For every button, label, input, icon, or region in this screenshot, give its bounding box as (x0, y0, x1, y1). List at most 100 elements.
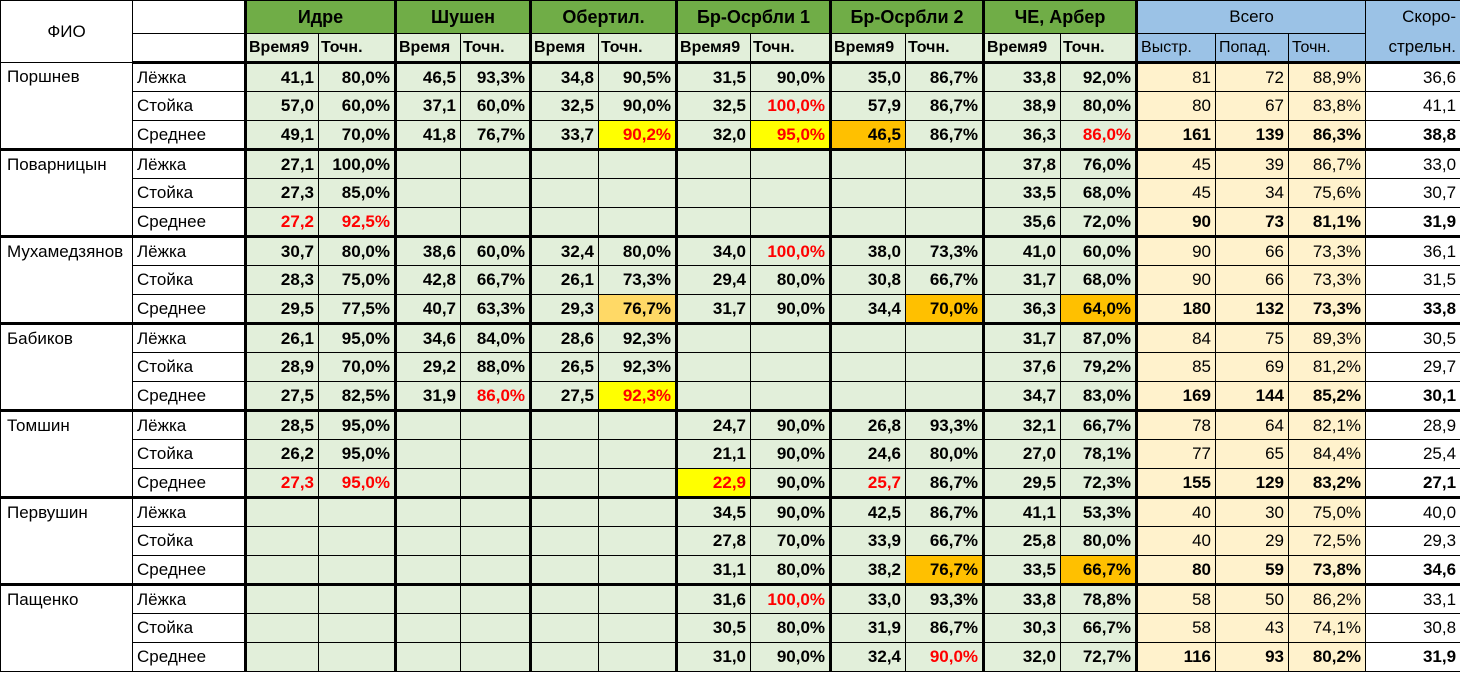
cell-time[interactable]: 36,3 (982, 294, 1062, 324)
cell-accuracy[interactable]: 72,7% (1060, 642, 1138, 672)
column-subheader-time[interactable]: Время (394, 33, 461, 64)
cell-time[interactable]: 46,5 (829, 120, 907, 150)
cell-time[interactable]: 26,2 (244, 439, 319, 469)
shooting-position[interactable]: Стойка (132, 178, 246, 208)
shooting-position[interactable]: Среднее (132, 381, 246, 411)
cell-accuracy[interactable]: 66,7% (905, 265, 985, 295)
cell-time[interactable]: 27,0 (982, 439, 1062, 469)
cell-time[interactable] (829, 148, 907, 179)
cell-time[interactable]: 29,2 (394, 352, 461, 382)
cell-time[interactable]: 33,8 (982, 62, 1062, 92)
cell-total-accuracy[interactable]: 83,8% (1288, 91, 1367, 121)
cell-rate[interactable]: 33,8 (1365, 294, 1460, 324)
cell-accuracy[interactable] (459, 555, 532, 585)
cell-accuracy[interactable] (459, 439, 532, 469)
cell-total-accuracy[interactable]: 72,5% (1288, 526, 1367, 556)
cell-time[interactable]: 29,5 (982, 468, 1062, 498)
cell-accuracy[interactable]: 75,0% (318, 265, 396, 295)
cell-rate[interactable]: 31,9 (1365, 642, 1460, 672)
cell-accuracy[interactable]: 90,0% (750, 294, 832, 324)
athlete-name[interactable]: Бабиков (0, 322, 133, 353)
cell-accuracy[interactable] (318, 583, 396, 614)
shooting-position[interactable]: Среднее (132, 207, 246, 237)
cell-accuracy[interactable]: 63,3% (459, 294, 532, 324)
cell-accuracy[interactable]: 90,0% (750, 468, 832, 498)
cell-time[interactable]: 31,1 (675, 555, 752, 585)
athlete-name[interactable]: Пащенко (0, 583, 133, 614)
cell-accuracy[interactable] (318, 555, 396, 585)
cell-accuracy[interactable]: 90,0% (750, 642, 832, 672)
cell-total-shots[interactable]: 180 (1135, 294, 1217, 324)
cell-total-hits[interactable]: 73 (1215, 207, 1290, 237)
cell-accuracy[interactable]: 100,0% (750, 91, 832, 121)
cell-accuracy[interactable]: 88,0% (459, 352, 532, 382)
cell-accuracy[interactable]: 86,7% (905, 468, 985, 498)
column-header-location[interactable]: Бр-Осрбли 2 (829, 0, 985, 34)
cell-accuracy[interactable]: 86,7% (905, 91, 985, 121)
cell-total-accuracy[interactable]: 81,1% (1288, 207, 1367, 237)
cell-total-shots[interactable]: 84 (1135, 322, 1217, 353)
cell-time[interactable]: 27,5 (529, 381, 600, 411)
cell-total-hits[interactable]: 59 (1215, 555, 1290, 585)
cell-accuracy[interactable]: 77,5% (318, 294, 396, 324)
cell-total-hits[interactable]: 139 (1215, 120, 1290, 150)
cell-accuracy[interactable]: 80,0% (750, 555, 832, 585)
cell-total-shots[interactable]: 116 (1135, 642, 1217, 672)
shooting-position[interactable]: Лёжка (132, 496, 246, 527)
cell-time[interactable] (829, 207, 907, 237)
cell-time[interactable] (829, 352, 907, 382)
cell-total-shots[interactable]: 45 (1135, 178, 1217, 208)
cell-total-shots[interactable]: 40 (1135, 526, 1217, 556)
cell-accuracy[interactable]: 95,0% (318, 409, 396, 440)
cell-time[interactable] (244, 613, 319, 643)
cell-accuracy[interactable]: 76,7% (598, 294, 678, 324)
cell-rate[interactable]: 36,1 (1365, 235, 1460, 266)
cell-accuracy[interactable]: 95,0% (318, 439, 396, 469)
cell-total-accuracy[interactable]: 86,3% (1288, 120, 1367, 150)
column-subheader-time[interactable]: Время9 (982, 33, 1062, 64)
cell-time[interactable]: 32,5 (675, 91, 752, 121)
cell-time[interactable] (529, 409, 600, 440)
cell-accuracy[interactable]: 70,0% (318, 120, 396, 150)
cell-time[interactable]: 28,9 (244, 352, 319, 382)
column-header-location[interactable]: Идре (244, 0, 396, 34)
cell-total-accuracy[interactable]: 73,3% (1288, 235, 1367, 266)
column-subheader-accuracy[interactable]: Точн. (598, 33, 678, 64)
cell-total-shots[interactable]: 77 (1135, 439, 1217, 469)
athlete-name[interactable] (0, 120, 133, 150)
cell-accuracy[interactable]: 93,3% (905, 583, 985, 614)
cell-time[interactable]: 32,0 (982, 642, 1062, 672)
cell-time[interactable] (394, 148, 461, 179)
cell-accuracy[interactable]: 70,0% (750, 526, 832, 556)
cell-accuracy[interactable]: 85,0% (318, 178, 396, 208)
athlete-name[interactable] (0, 526, 133, 556)
cell-accuracy[interactable]: 92,3% (598, 352, 678, 382)
column-subheader-time[interactable]: Время9 (675, 33, 752, 64)
cell-accuracy[interactable]: 76,0% (1060, 148, 1138, 179)
cell-time[interactable] (529, 178, 600, 208)
cell-time[interactable]: 29,3 (529, 294, 600, 324)
cell-time[interactable] (829, 322, 907, 353)
cell-time[interactable]: 41,8 (394, 120, 461, 150)
cell-accuracy[interactable]: 90,0% (750, 496, 832, 527)
cell-time[interactable]: 31,7 (982, 322, 1062, 353)
cell-time[interactable]: 33,5 (982, 178, 1062, 208)
cell-total-hits[interactable]: 129 (1215, 468, 1290, 498)
cell-rate[interactable]: 33,1 (1365, 583, 1460, 614)
cell-accuracy[interactable]: 60,0% (318, 91, 396, 121)
cell-time[interactable] (244, 583, 319, 614)
cell-time[interactable]: 34,5 (675, 496, 752, 527)
cell-time[interactable] (529, 148, 600, 179)
column-subheader-total[interactable]: Попад. (1215, 33, 1290, 64)
cell-time[interactable] (675, 322, 752, 353)
cell-time[interactable]: 37,1 (394, 91, 461, 121)
cell-time[interactable]: 31,9 (394, 381, 461, 411)
cell-total-hits[interactable]: 29 (1215, 526, 1290, 556)
cell-time[interactable] (244, 642, 319, 672)
cell-time[interactable]: 27,8 (675, 526, 752, 556)
cell-total-shots[interactable]: 45 (1135, 148, 1217, 179)
cell-rate[interactable]: 36,6 (1365, 62, 1460, 92)
cell-time[interactable]: 35,0 (829, 62, 907, 92)
column-subheader-time[interactable]: Время9 (244, 33, 319, 64)
cell-time[interactable] (529, 613, 600, 643)
